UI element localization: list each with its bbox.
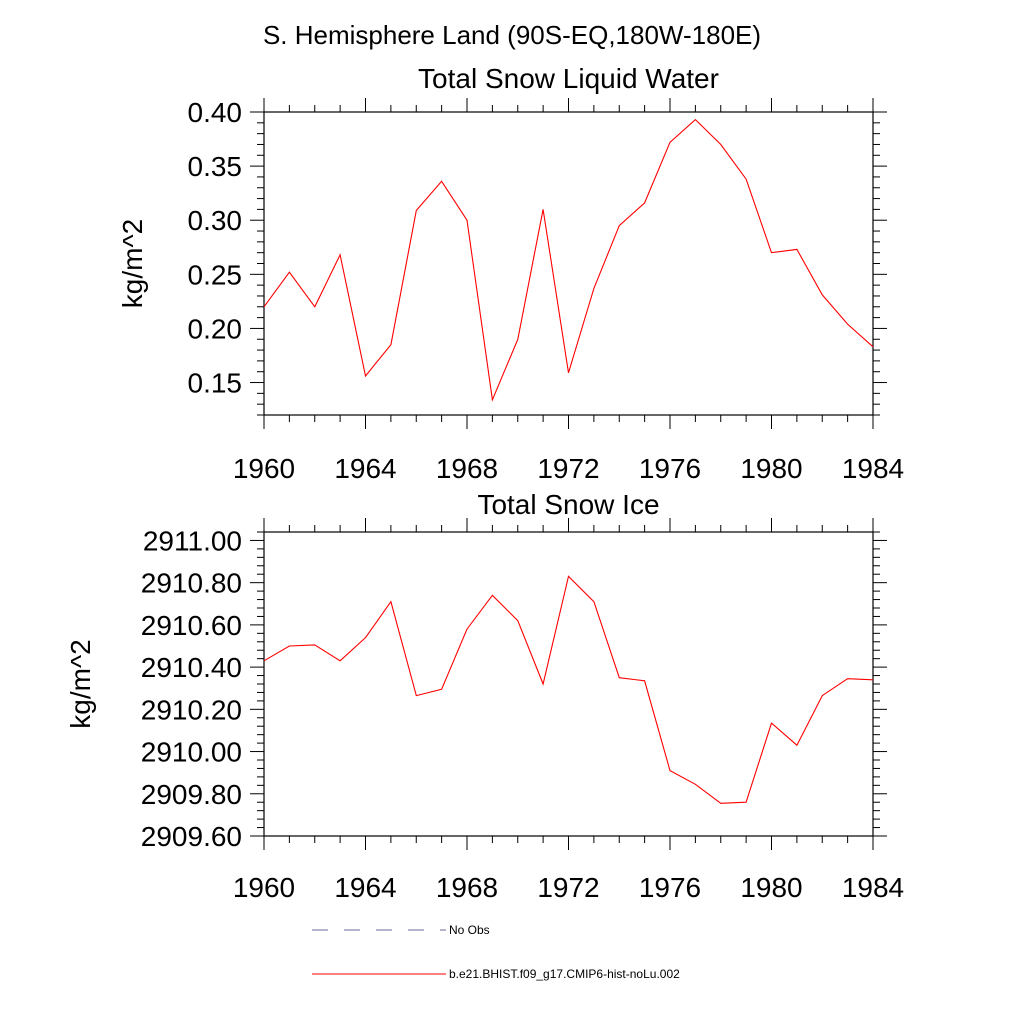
series-line (263, 118, 874, 402)
y-tick-label: 2909.80 (141, 779, 242, 810)
legend-label: b.e21.BHIST.f09_g17.CMIP6-hist-noLu.002 (449, 967, 680, 981)
y-axis-label: kg/m^2 (65, 639, 96, 728)
x-tick-label: 1972 (537, 872, 599, 903)
series-line (263, 575, 874, 804)
x-tick-label: 1984 (842, 872, 904, 903)
x-tick-label: 1980 (740, 453, 802, 484)
x-tick-label: 1968 (436, 453, 498, 484)
x-tick-label: 1968 (436, 872, 498, 903)
chart-panel-1: Total Snow Liquid Water kg/m^2 1960 1964 196… (117, 63, 904, 484)
legend-label: No Obs (449, 923, 490, 937)
x-tick-label: 1976 (639, 872, 701, 903)
legend: No Obs b.e21.BHIST.f09_g17.CMIP6-hist-noL… (312, 923, 680, 981)
y-tick-label: 0.35 (188, 151, 243, 182)
x-tick-label: 1964 (334, 453, 396, 484)
x-tick-label: 1960 (233, 453, 295, 484)
x-tick-label: 1972 (537, 453, 599, 484)
y-tick-label: 0.30 (188, 205, 243, 236)
y-tick-label: 0.15 (188, 368, 243, 399)
x-tick-label: 1980 (740, 872, 802, 903)
chart-title: Total Snow Ice (477, 489, 659, 520)
chart-title: Total Snow Liquid Water (418, 63, 719, 94)
chart-panel-2: Total Snow Ice kg/m^2 1960 1964 1968 1972 1976… (65, 489, 904, 903)
y-tick-label: 2910.20 (141, 694, 242, 725)
y-tick-label: 0.40 (188, 97, 243, 128)
page-title: S. Hemisphere Land (90S-EQ,180W-180E) (263, 20, 761, 50)
x-tick-label: 1964 (334, 872, 396, 903)
y-axis-label: kg/m^2 (117, 219, 148, 308)
x-tick-label: 1984 (842, 453, 904, 484)
y-tick-label: 2910.60 (141, 610, 242, 641)
y-tick-label: 2910.80 (141, 568, 242, 599)
y-tick-label: 2910.40 (141, 652, 242, 683)
y-tick-label: 2909.60 (141, 821, 242, 852)
y-tick-label: 2910.00 (141, 737, 242, 768)
y-tick-label: 0.25 (188, 259, 243, 290)
x-tick-label: 1960 (233, 872, 295, 903)
y-tick-label: 0.20 (188, 313, 243, 344)
y-tick-label: 2911.00 (143, 525, 242, 556)
x-tick-label: 1976 (639, 453, 701, 484)
